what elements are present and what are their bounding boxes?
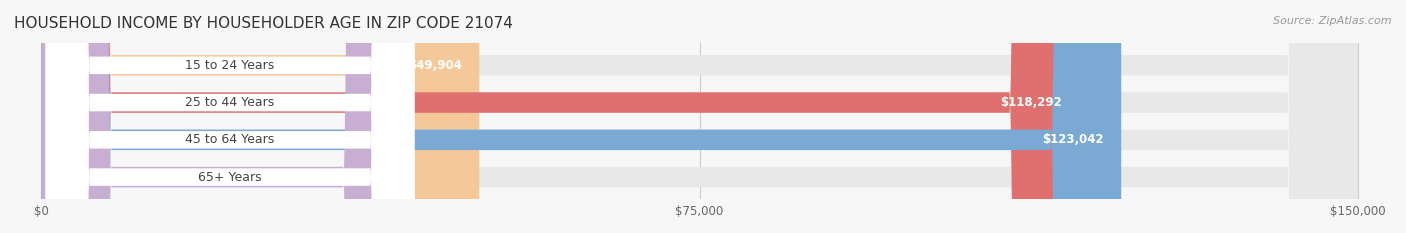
Text: $123,042: $123,042	[1042, 133, 1104, 146]
FancyBboxPatch shape	[46, 0, 415, 233]
Text: $49,904: $49,904	[408, 59, 461, 72]
FancyBboxPatch shape	[41, 0, 1358, 233]
FancyBboxPatch shape	[41, 0, 1358, 233]
Text: $42,366: $42,366	[342, 171, 395, 184]
Text: 65+ Years: 65+ Years	[198, 171, 262, 184]
FancyBboxPatch shape	[41, 0, 413, 233]
FancyBboxPatch shape	[46, 0, 415, 233]
Text: 25 to 44 Years: 25 to 44 Years	[186, 96, 274, 109]
FancyBboxPatch shape	[41, 0, 1080, 233]
Text: HOUSEHOLD INCOME BY HOUSEHOLDER AGE IN ZIP CODE 21074: HOUSEHOLD INCOME BY HOUSEHOLDER AGE IN Z…	[14, 16, 513, 31]
FancyBboxPatch shape	[41, 0, 1121, 233]
Text: 45 to 64 Years: 45 to 64 Years	[186, 133, 274, 146]
Text: $118,292: $118,292	[1000, 96, 1062, 109]
Text: 15 to 24 Years: 15 to 24 Years	[186, 59, 274, 72]
FancyBboxPatch shape	[41, 0, 1358, 233]
FancyBboxPatch shape	[46, 0, 415, 233]
FancyBboxPatch shape	[46, 0, 415, 233]
Text: Source: ZipAtlas.com: Source: ZipAtlas.com	[1274, 16, 1392, 26]
FancyBboxPatch shape	[41, 0, 479, 233]
FancyBboxPatch shape	[41, 0, 1358, 233]
